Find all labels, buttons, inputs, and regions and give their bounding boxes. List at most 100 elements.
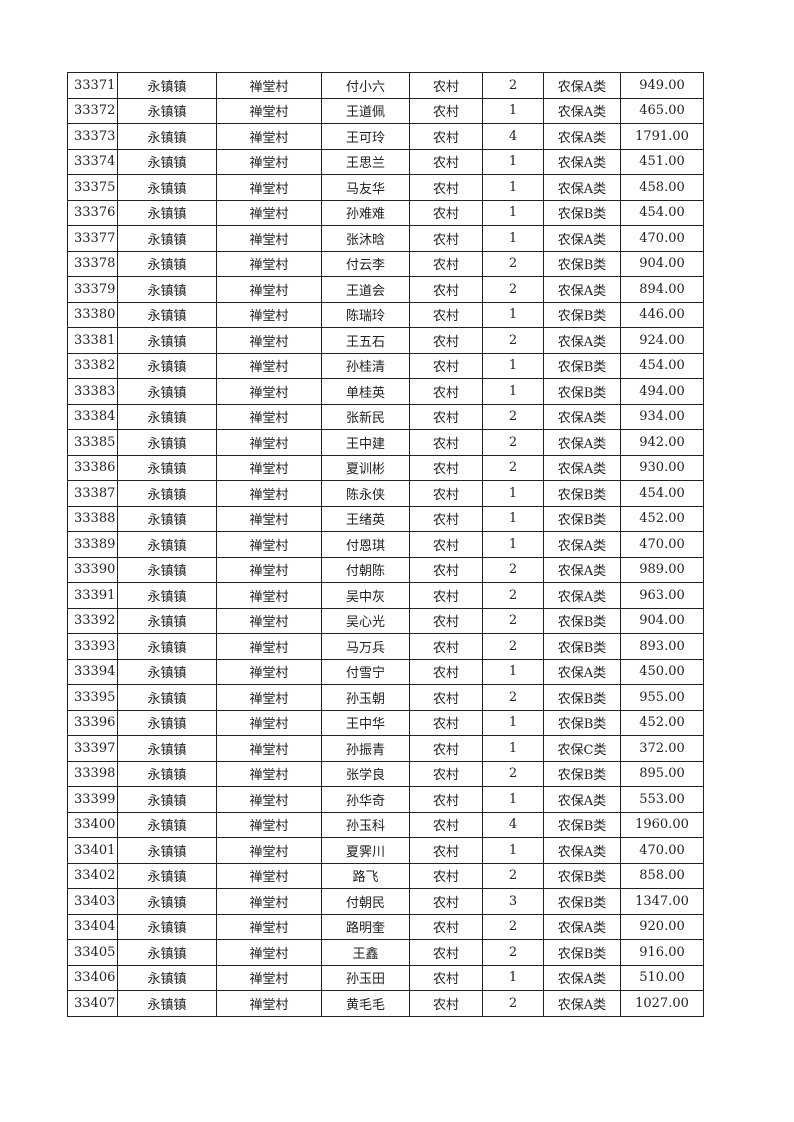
insurance-type-cell: 农保B类 bbox=[543, 939, 621, 966]
amount-cell: 470.00 bbox=[620, 531, 704, 558]
town-cell: 永镇镇 bbox=[117, 454, 217, 481]
category-cell: 农村 bbox=[409, 454, 483, 481]
village-cell: 禅堂村 bbox=[216, 123, 322, 150]
town-cell: 永镇镇 bbox=[117, 480, 217, 507]
id-cell: 33378 bbox=[67, 250, 118, 277]
town-cell: 永镇镇 bbox=[117, 786, 217, 813]
insurance-type-cell: 农保A类 bbox=[543, 964, 621, 991]
household-count-cell: 1 bbox=[482, 505, 544, 532]
household-count-cell: 2 bbox=[482, 429, 544, 456]
amount-cell: 450.00 bbox=[620, 658, 704, 685]
insurance-type-cell: 农保B类 bbox=[543, 505, 621, 532]
town-cell: 永镇镇 bbox=[117, 352, 217, 379]
town-cell: 永镇镇 bbox=[117, 837, 217, 864]
category-cell: 农村 bbox=[409, 709, 483, 736]
table-row: 33377 永镇镇 禅堂村 张沐晗 农村 1 农保A类 470.00 bbox=[67, 225, 704, 252]
town-cell: 永镇镇 bbox=[117, 276, 217, 303]
village-cell: 禅堂村 bbox=[216, 964, 322, 991]
amount-cell: 955.00 bbox=[620, 684, 704, 711]
insurance-type-cell: 农保C类 bbox=[543, 735, 621, 762]
table-row: 33388 永镇镇 禅堂村 王绪英 农村 1 农保B类 452.00 bbox=[67, 505, 704, 532]
name-cell: 陈永侠 bbox=[321, 480, 410, 507]
name-cell: 吴中灰 bbox=[321, 582, 410, 609]
table-row: 33387 永镇镇 禅堂村 陈永侠 农村 1 农保B类 454.00 bbox=[67, 480, 704, 507]
household-count-cell: 1 bbox=[482, 225, 544, 252]
insurance-type-cell: 农保A类 bbox=[543, 148, 621, 175]
id-cell: 33390 bbox=[67, 556, 118, 583]
name-cell: 孙难难 bbox=[321, 199, 410, 226]
village-cell: 禅堂村 bbox=[216, 837, 322, 864]
id-cell: 33389 bbox=[67, 531, 118, 558]
id-cell: 33374 bbox=[67, 148, 118, 175]
village-cell: 禅堂村 bbox=[216, 378, 322, 405]
insurance-type-cell: 农保B类 bbox=[543, 684, 621, 711]
amount-cell: 553.00 bbox=[620, 786, 704, 813]
data-table: 33371 永镇镇 禅堂村 付小六 农村 2 农保A类 949.00 33372 永镇镇 禅堂村 王道… bbox=[67, 72, 704, 1017]
household-count-cell: 2 bbox=[482, 72, 544, 99]
town-cell: 永镇镇 bbox=[117, 429, 217, 456]
id-cell: 33371 bbox=[67, 72, 118, 99]
household-count-cell: 1 bbox=[482, 97, 544, 124]
household-count-cell: 2 bbox=[482, 403, 544, 430]
table-row: 33376 永镇镇 禅堂村 孙难难 农村 1 农保B类 454.00 bbox=[67, 199, 704, 226]
insurance-type-cell: 农保A类 bbox=[543, 72, 621, 99]
category-cell: 农村 bbox=[409, 913, 483, 940]
id-cell: 33396 bbox=[67, 709, 118, 736]
category-cell: 农村 bbox=[409, 378, 483, 405]
category-cell: 农村 bbox=[409, 480, 483, 507]
id-cell: 33394 bbox=[67, 658, 118, 685]
village-cell: 禅堂村 bbox=[216, 327, 322, 354]
amount-cell: 1791.00 bbox=[620, 123, 704, 150]
amount-cell: 904.00 bbox=[620, 607, 704, 634]
category-cell: 农村 bbox=[409, 174, 483, 201]
village-cell: 禅堂村 bbox=[216, 480, 322, 507]
name-cell: 王思兰 bbox=[321, 148, 410, 175]
name-cell: 孙桂清 bbox=[321, 352, 410, 379]
name-cell: 王道会 bbox=[321, 276, 410, 303]
amount-cell: 920.00 bbox=[620, 913, 704, 940]
id-cell: 33373 bbox=[67, 123, 118, 150]
town-cell: 永镇镇 bbox=[117, 123, 217, 150]
id-cell: 33383 bbox=[67, 378, 118, 405]
category-cell: 农村 bbox=[409, 888, 483, 915]
town-cell: 永镇镇 bbox=[117, 301, 217, 328]
category-cell: 农村 bbox=[409, 199, 483, 226]
name-cell: 马友华 bbox=[321, 174, 410, 201]
insurance-type-cell: 农保A类 bbox=[543, 429, 621, 456]
table-row: 33399 永镇镇 禅堂村 孙华奇 农村 1 农保A类 553.00 bbox=[67, 786, 704, 813]
household-count-cell: 1 bbox=[482, 531, 544, 558]
insurance-type-cell: 农保B类 bbox=[543, 250, 621, 277]
town-cell: 永镇镇 bbox=[117, 327, 217, 354]
table-row: 33382 永镇镇 禅堂村 孙桂清 农村 1 农保B类 454.00 bbox=[67, 352, 704, 379]
insurance-type-cell: 农保A类 bbox=[543, 531, 621, 558]
village-cell: 禅堂村 bbox=[216, 276, 322, 303]
insurance-type-cell: 农保B类 bbox=[543, 709, 621, 736]
id-cell: 33402 bbox=[67, 862, 118, 889]
id-cell: 33393 bbox=[67, 633, 118, 660]
household-count-cell: 2 bbox=[482, 556, 544, 583]
insurance-type-cell: 农保A类 bbox=[543, 276, 621, 303]
name-cell: 孙玉朝 bbox=[321, 684, 410, 711]
insurance-type-cell: 农保A类 bbox=[543, 658, 621, 685]
name-cell: 吴心光 bbox=[321, 607, 410, 634]
table-row: 33403 永镇镇 禅堂村 付朝民 农村 3 农保B类 1347.00 bbox=[67, 888, 704, 915]
id-cell: 33385 bbox=[67, 429, 118, 456]
name-cell: 孙玉科 bbox=[321, 811, 410, 838]
amount-cell: 452.00 bbox=[620, 709, 704, 736]
household-count-cell: 2 bbox=[482, 250, 544, 277]
name-cell: 付雪宁 bbox=[321, 658, 410, 685]
household-count-cell: 2 bbox=[482, 760, 544, 787]
amount-cell: 904.00 bbox=[620, 250, 704, 277]
id-cell: 33372 bbox=[67, 97, 118, 124]
village-cell: 禅堂村 bbox=[216, 939, 322, 966]
table-row: 33394 永镇镇 禅堂村 付雪宁 农村 1 农保A类 450.00 bbox=[67, 658, 704, 685]
category-cell: 农村 bbox=[409, 505, 483, 532]
name-cell: 张沐晗 bbox=[321, 225, 410, 252]
insurance-type-cell: 农保B类 bbox=[543, 862, 621, 889]
insurance-type-cell: 农保A类 bbox=[543, 786, 621, 813]
table-row: 33384 永镇镇 禅堂村 张新民 农村 2 农保A类 934.00 bbox=[67, 403, 704, 430]
category-cell: 农村 bbox=[409, 837, 483, 864]
amount-cell: 893.00 bbox=[620, 633, 704, 660]
town-cell: 永镇镇 bbox=[117, 582, 217, 609]
id-cell: 33377 bbox=[67, 225, 118, 252]
